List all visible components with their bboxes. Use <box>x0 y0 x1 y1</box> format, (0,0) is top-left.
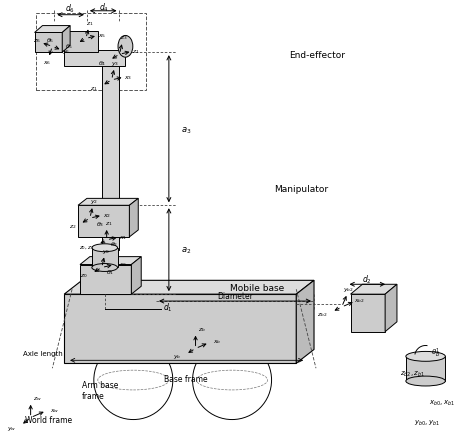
Bar <box>64 295 296 363</box>
Text: Axle length: Axle length <box>23 351 63 357</box>
Text: $\theta_2$: $\theta_2$ <box>110 240 118 249</box>
Ellipse shape <box>118 36 133 58</box>
Polygon shape <box>80 257 141 265</box>
Text: $\theta_6$: $\theta_6$ <box>46 36 55 45</box>
Text: $x_3$: $x_3$ <box>124 74 133 82</box>
Ellipse shape <box>92 264 118 272</box>
Text: $\theta_1$: $\theta_1$ <box>106 267 114 276</box>
Text: $x_5$: $x_5$ <box>98 33 106 40</box>
Text: $a_3$: $a_3$ <box>181 125 191 135</box>
Text: $y_{b2}$: $y_{b2}$ <box>343 286 354 293</box>
Circle shape <box>192 341 272 420</box>
Bar <box>80 265 131 295</box>
Text: $z_w$: $z_w$ <box>33 394 42 402</box>
Bar <box>35 33 62 53</box>
Text: $y_6$: $y_6$ <box>62 48 70 56</box>
Text: $z_1$: $z_1$ <box>105 220 112 227</box>
Polygon shape <box>129 199 138 237</box>
Text: $x_2$: $x_2$ <box>102 212 111 220</box>
Text: $y_{b0}, y_{b1}$: $y_{b0}, y_{b1}$ <box>414 418 441 427</box>
Text: $d_6$: $d_6$ <box>65 3 75 15</box>
Text: World frame: World frame <box>25 415 72 424</box>
Text: $d_4$: $d_4$ <box>99 2 109 14</box>
Text: $z_1$: $z_1$ <box>86 20 94 27</box>
Text: $\theta_B^1$: $\theta_B^1$ <box>431 346 440 359</box>
Polygon shape <box>78 199 138 206</box>
Text: $z_{b2}, z_{b1}$: $z_{b2}, z_{b1}$ <box>400 369 425 378</box>
Text: $x_6$: $x_6$ <box>43 59 52 67</box>
Text: $y_3$: $y_3$ <box>111 60 119 68</box>
Text: Base frame: Base frame <box>164 374 208 383</box>
Bar <box>406 357 446 381</box>
Bar <box>64 31 98 53</box>
Polygon shape <box>62 26 70 53</box>
Text: $a_2$: $a_2$ <box>181 245 191 255</box>
Text: $d_2$: $d_2$ <box>363 273 372 285</box>
Text: $z_2$: $z_2$ <box>69 223 77 230</box>
Text: Arm base
frame: Arm base frame <box>82 380 118 400</box>
Text: $\theta_5$: $\theta_5$ <box>65 42 73 51</box>
Text: Manipulator: Manipulator <box>274 184 328 194</box>
Text: $z_b$: $z_b$ <box>198 325 205 333</box>
Text: $z_0$: $z_0$ <box>80 272 88 279</box>
Bar <box>92 248 118 268</box>
Polygon shape <box>64 281 314 295</box>
Text: $z_6$: $z_6$ <box>33 37 40 45</box>
Polygon shape <box>35 26 70 33</box>
Bar <box>102 53 119 209</box>
Text: $z_0,z_1$: $z_0,z_1$ <box>79 243 94 251</box>
Text: $x_w$: $x_w$ <box>50 406 60 414</box>
Bar <box>78 206 129 237</box>
Polygon shape <box>131 257 141 295</box>
Bar <box>102 211 119 250</box>
Ellipse shape <box>92 244 118 252</box>
Circle shape <box>94 341 173 420</box>
Text: $z_1$: $z_1$ <box>90 85 98 92</box>
Text: $x_0$: $x_0$ <box>118 261 127 269</box>
Text: $x_1$: $x_1$ <box>119 233 128 241</box>
Text: $\theta_4$: $\theta_4$ <box>98 59 107 67</box>
Text: $z_{b2}$: $z_{b2}$ <box>318 310 328 318</box>
Text: $z_3$: $z_3$ <box>119 34 128 42</box>
Bar <box>36 14 146 91</box>
Bar <box>64 51 126 67</box>
Polygon shape <box>296 281 314 363</box>
Text: $z_1$: $z_1$ <box>132 48 140 56</box>
Ellipse shape <box>406 352 446 362</box>
Text: $y_2$: $y_2$ <box>90 198 98 206</box>
Text: $x_{b0}, x_{b1}$: $x_{b0}, x_{b1}$ <box>429 398 456 408</box>
Text: $y_b$: $y_b$ <box>173 352 182 361</box>
Text: $y_0$: $y_0$ <box>101 247 110 255</box>
Text: Diameter: Diameter <box>217 291 253 300</box>
Ellipse shape <box>406 376 446 386</box>
Polygon shape <box>385 285 397 332</box>
Text: Mobile base: Mobile base <box>230 283 284 292</box>
Text: $y_w$: $y_w$ <box>8 424 17 432</box>
Text: $x_b$: $x_b$ <box>213 338 222 346</box>
Text: $d_1$: $d_1$ <box>163 301 173 313</box>
Text: $\theta_3$: $\theta_3$ <box>96 219 104 228</box>
Text: $x_{b2}$: $x_{b2}$ <box>354 296 365 304</box>
Bar <box>351 295 385 332</box>
Polygon shape <box>351 285 397 295</box>
Text: End-effector: End-effector <box>289 51 346 59</box>
